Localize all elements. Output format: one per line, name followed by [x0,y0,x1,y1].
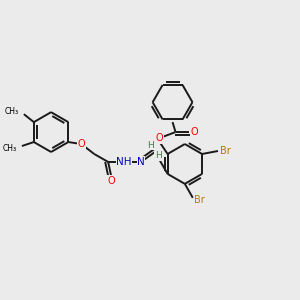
Text: O: O [190,127,198,137]
Text: Br: Br [194,195,205,205]
Text: O: O [77,139,85,149]
Text: Br: Br [220,146,230,156]
Text: H: H [148,140,154,149]
Text: H: H [155,152,162,160]
Text: O: O [156,133,164,143]
Text: N: N [137,157,145,167]
Text: CH₃: CH₃ [5,107,19,116]
Text: O: O [107,176,115,186]
Text: CH₃: CH₃ [3,143,17,152]
Text: NH: NH [116,157,132,167]
